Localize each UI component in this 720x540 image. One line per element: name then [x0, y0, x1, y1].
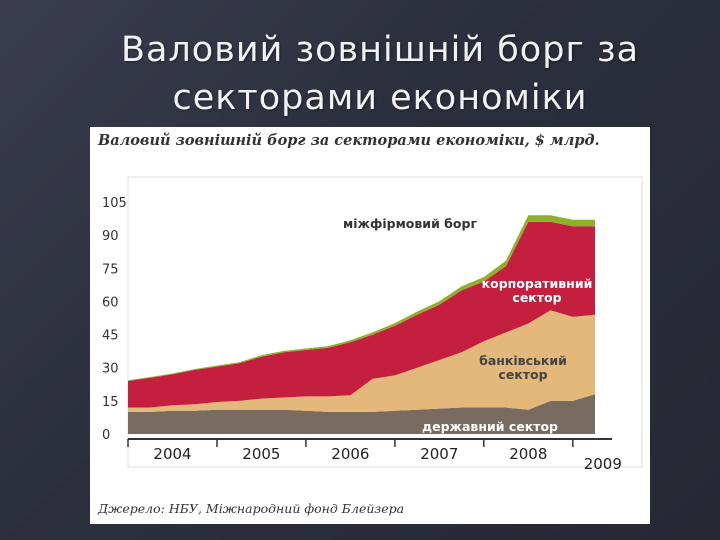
y-tick-label-75: 75	[102, 262, 119, 277]
chart-areas	[128, 215, 595, 434]
chart-annotations: міжфірмовий боргкорпоративнийсекторбанкі…	[343, 216, 592, 434]
x-tick-label-2009: 2009	[584, 455, 622, 473]
chart-plot-frame	[127, 176, 643, 468]
annotation-korporatyvnyi-line2: сектор	[512, 290, 561, 305]
annotation-korporatyvnyi-line1: корпоративний	[482, 276, 593, 291]
y-tick-label-45: 45	[102, 329, 119, 344]
chart-title: Валовий зовнішній борг за секторами екон…	[98, 132, 600, 149]
chart-source: Джерело: НБУ, Міжнародний фонд Блейзера	[98, 501, 405, 516]
x-tick-label-2005: 2005	[242, 445, 280, 463]
y-tick-label-0: 0	[102, 428, 110, 443]
area-korporatyvnyi	[128, 221, 595, 408]
y-tick-label-105: 105	[102, 196, 127, 211]
slide-title-line-1: Валовий зовнішній борг за	[120, 30, 640, 70]
chart-card: Валовий зовнішній борг за секторами екон…	[90, 127, 650, 524]
y-tick-label-15: 15	[102, 395, 119, 410]
slide-title-line-2: секторами економіки	[172, 78, 588, 118]
annotation-mizhfirmovyi: міжфірмовий борг	[343, 216, 477, 231]
chart-x-axis: 2004 2005 2006 2007 2008 2009	[127, 438, 622, 473]
chart-y-ticks: 0 15 30 45 60 75 90 105	[102, 196, 127, 443]
y-tick-label-90: 90	[102, 229, 119, 244]
area-bankivskyi	[128, 310, 595, 412]
annotation-bankivskyi-line1: банківський	[479, 353, 567, 368]
annotation-derzhavnyi: державний сектор	[422, 419, 558, 434]
x-tick-label-2008: 2008	[509, 445, 547, 463]
slide-title: Валовий зовнішній борг за секторами екон…	[60, 26, 700, 122]
y-tick-label-60: 60	[102, 295, 119, 310]
x-tick-label-2006: 2006	[331, 445, 369, 463]
x-tick-label-2007: 2007	[420, 445, 458, 463]
y-tick-label-30: 30	[102, 362, 119, 377]
area-derzhavnyi	[128, 394, 595, 434]
x-tick-label-2004: 2004	[153, 445, 191, 463]
annotation-bankivskyi-line2: сектор	[498, 367, 547, 382]
